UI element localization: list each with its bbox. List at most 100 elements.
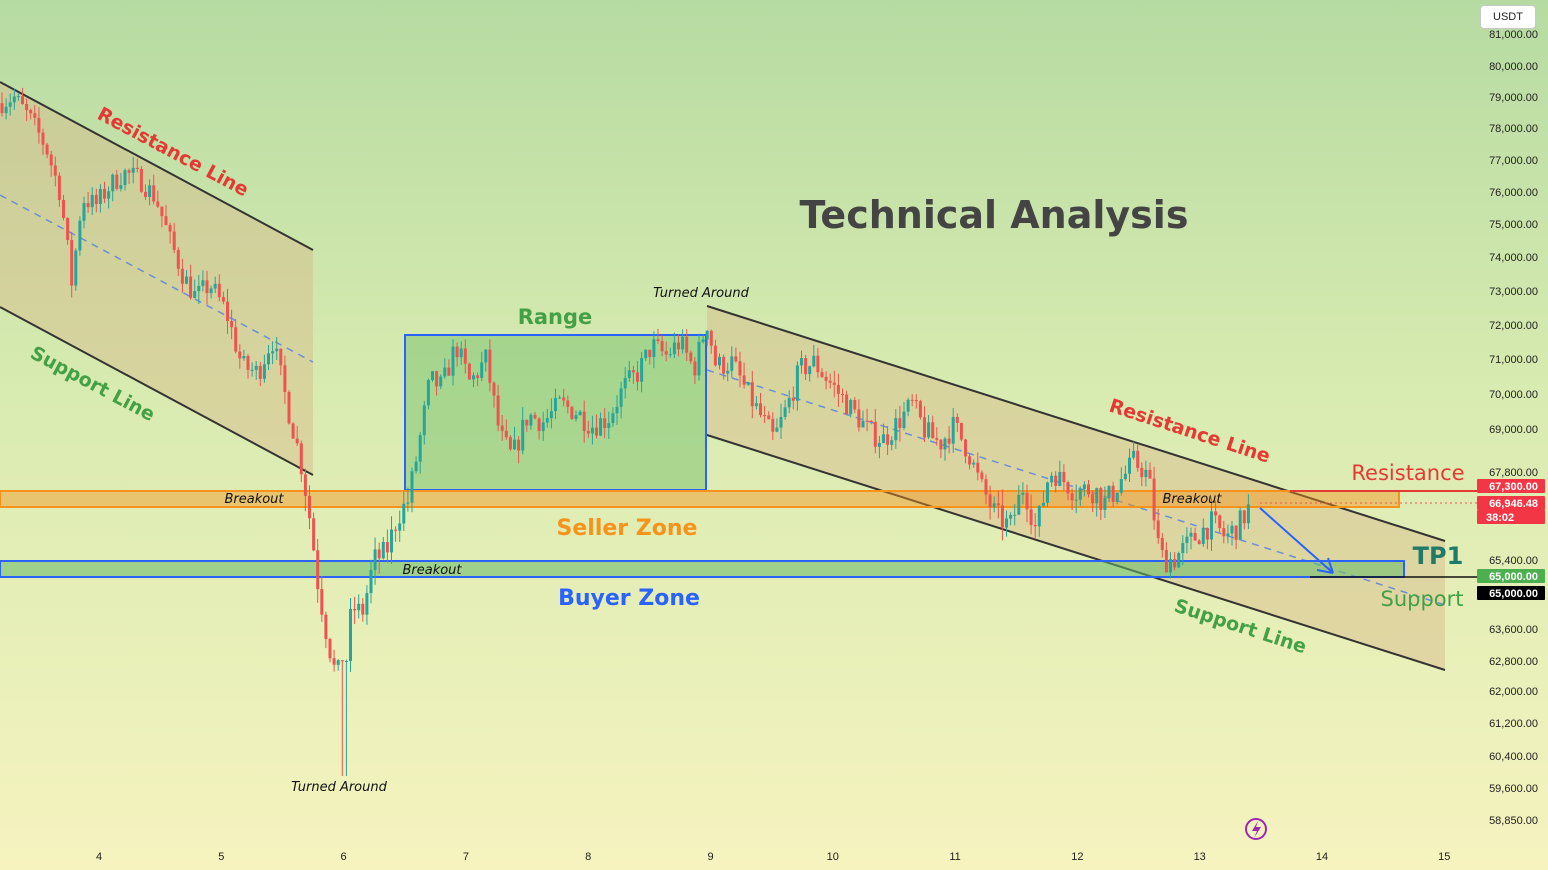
candle-body — [857, 409, 861, 428]
candle-body — [1066, 482, 1070, 494]
candle-body — [197, 285, 201, 292]
candle-body — [959, 422, 963, 440]
candle-body — [1009, 514, 1013, 519]
x-tick-label: 13 — [1194, 851, 1206, 863]
candle-body — [29, 110, 33, 114]
y-tick-label: 59,600.00 — [1489, 783, 1538, 795]
candle-body — [607, 423, 611, 428]
y-tick-label: 71,000.00 — [1489, 354, 1538, 366]
candle-body — [787, 397, 791, 408]
breakout-label-2: Breakout — [402, 563, 462, 578]
candle-body — [353, 608, 357, 611]
price-tag-label: 65,000.00 — [1489, 588, 1538, 600]
candle-body — [882, 434, 885, 444]
candle-body — [377, 549, 381, 559]
candle-body — [849, 400, 853, 415]
candle-body — [271, 351, 275, 354]
candle-body — [611, 413, 615, 424]
candle-body — [980, 472, 984, 480]
candle-body — [664, 351, 668, 355]
candle-body — [66, 217, 70, 241]
candle-body — [894, 418, 898, 441]
candle-body — [697, 341, 701, 376]
candle-body — [939, 439, 943, 450]
candle-body — [1054, 475, 1058, 486]
x-tick-label: 15 — [1438, 851, 1450, 863]
candle-body — [705, 330, 709, 340]
candle-body — [972, 462, 976, 465]
candle-body — [447, 367, 451, 376]
candle-body — [70, 240, 74, 286]
candle-body — [763, 415, 767, 417]
candle-body — [660, 341, 664, 352]
candle-body — [984, 479, 988, 495]
candle-body — [947, 438, 951, 444]
candle-body — [820, 372, 824, 377]
candle-body — [459, 348, 463, 358]
candle-body — [562, 397, 566, 401]
buyer-zone-label: Buyer Zone — [558, 586, 700, 611]
candle-body — [398, 523, 402, 531]
candle-body — [742, 375, 746, 385]
candle-body — [890, 440, 894, 445]
currency-selector[interactable]: USDT — [1480, 5, 1536, 29]
candle-body — [238, 351, 242, 359]
candle-body — [746, 382, 750, 385]
candle-body — [718, 356, 721, 366]
candle-body — [914, 400, 918, 402]
left-support-line[interactable] — [0, 306, 314, 476]
candle-body — [336, 660, 340, 665]
candle-body — [619, 388, 623, 407]
candle-body — [172, 231, 176, 250]
candle-body — [1136, 450, 1140, 468]
candle-body — [33, 113, 37, 118]
candle-body — [254, 365, 258, 370]
candle-body — [631, 370, 635, 373]
candle-body — [906, 399, 910, 412]
candle-body — [213, 283, 217, 289]
candle-body — [262, 364, 266, 379]
candle-body — [127, 170, 131, 173]
candle-body — [1152, 478, 1156, 521]
candle-body — [496, 395, 500, 426]
candle-body — [78, 220, 82, 251]
candle-body — [1205, 528, 1209, 540]
resistance-label: Resistance — [1351, 461, 1464, 485]
candle-body — [193, 291, 197, 298]
left-resistance-line[interactable] — [0, 81, 314, 251]
candle-body — [1041, 502, 1045, 506]
seller-zone-band[interactable] — [0, 490, 1400, 508]
candle-body — [808, 366, 812, 375]
price-tags: 67,300.00 66,946.48 38:02 65,000.00 65,000.0… — [1477, 479, 1545, 600]
right-support-line[interactable] — [706, 434, 1446, 671]
candle-body — [722, 356, 726, 374]
right-resistance-line[interactable] — [706, 305, 1446, 542]
candle-body — [152, 185, 156, 202]
lightning-icon[interactable] — [1245, 818, 1267, 840]
candle-body — [955, 416, 959, 423]
chart-title: Technical Analysis — [800, 193, 1189, 237]
buyer-zone-band[interactable] — [0, 560, 1405, 578]
y-tick-label: 77,000.00 — [1489, 155, 1538, 167]
candle-body — [783, 407, 787, 417]
candle-body — [12, 96, 16, 103]
candle-body — [1246, 504, 1250, 524]
candle-body — [935, 438, 939, 440]
candle-body — [701, 339, 705, 342]
candle-body — [164, 216, 168, 226]
candle-body — [299, 443, 303, 475]
candle-body — [759, 403, 762, 416]
candle-body — [832, 382, 836, 385]
candle-body — [258, 365, 262, 379]
candle-body — [1021, 492, 1025, 495]
x-tick-label: 14 — [1316, 851, 1328, 863]
candle-body — [332, 658, 336, 665]
candle-body — [1242, 510, 1246, 524]
candle-body — [943, 438, 947, 450]
candle-body — [1099, 488, 1103, 510]
range-label: Range — [518, 305, 593, 329]
candle-body — [242, 355, 246, 359]
candle-body — [119, 185, 123, 189]
candle-body — [480, 362, 484, 378]
